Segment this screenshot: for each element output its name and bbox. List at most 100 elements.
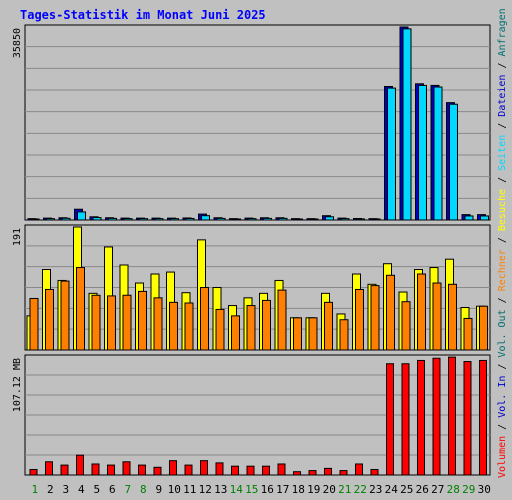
bar-dateien-day-23: [371, 218, 381, 221]
bar-dateien-day-24: [387, 87, 396, 221]
bar-rechner-day-26: [417, 273, 426, 351]
bar-dateien-day-2: [46, 218, 55, 221]
bar-dateien-day-15: [247, 218, 257, 221]
x-tick-label-day-1: 1: [31, 483, 38, 496]
legend-item-vol-in: Vol. In: [497, 376, 508, 418]
x-tick-label-day-27: 27: [431, 483, 444, 496]
bar-rechner-day-29: [463, 317, 473, 351]
bar-rechner-day-4: [76, 267, 85, 351]
bar-dateien-day-19: [309, 218, 319, 221]
x-tick-label-day-23: 23: [369, 483, 382, 496]
x-tick-label-day-9: 9: [155, 483, 162, 496]
y-max-label: 35850: [12, 28, 23, 58]
chart-title: Tages-Statistik im Monat Juni 2025: [20, 8, 266, 22]
bar-dateien-day-1: [30, 218, 40, 221]
bar-dateien-day-29: [464, 215, 474, 221]
bar-volumen-day-5: [91, 463, 100, 476]
legend-separator: /: [497, 231, 508, 249]
panel-hits: 35850: [12, 24, 491, 221]
bar-rechner-day-27: [432, 282, 442, 351]
panel-volume: 107.12 MB: [12, 354, 491, 476]
legend-item-vol-out: Vol. Out: [497, 309, 508, 357]
bar-dateien-day-20: [325, 216, 334, 221]
x-tick-label-day-8: 8: [140, 483, 147, 496]
legend-separator: /: [497, 56, 508, 74]
bar-rechner-day-21: [339, 319, 349, 351]
bar-rechner-day-24: [386, 274, 395, 351]
bar-volumen-day-11: [184, 464, 193, 476]
legend-item-anfragen: Anfragen: [497, 8, 508, 56]
bar-volumen-day-7: [122, 461, 131, 476]
bar-dateien-day-11: [185, 217, 195, 221]
bar-rechner-day-3: [60, 280, 70, 351]
x-tick-label-day-10: 10: [168, 483, 181, 496]
bar-rechner-day-13: [215, 308, 225, 351]
x-tick-label-day-6: 6: [109, 483, 116, 496]
x-tick-label-day-11: 11: [183, 483, 196, 496]
bar-rechner-day-1: [29, 297, 39, 351]
x-tick-label-day-15: 15: [245, 483, 258, 496]
panel-frame: [24, 24, 491, 221]
bar-dateien-day-9: [154, 218, 164, 221]
legend-separator: /: [497, 171, 508, 189]
bar-rechner-day-14: [231, 315, 240, 351]
bar-volumen-day-30: [479, 359, 487, 476]
x-tick-label-day-7: 7: [124, 483, 131, 496]
bar-rechner-day-23: [370, 285, 380, 351]
x-tick-label-day-21: 21: [338, 483, 351, 496]
legend-separator: /: [497, 418, 508, 436]
bar-volumen-day-4: [76, 454, 84, 476]
bar-rechner-day-25: [401, 301, 411, 351]
x-tick-label-day-25: 25: [400, 483, 413, 496]
bar-volumen-day-23: [370, 468, 379, 476]
x-tick-label-day-30: 30: [478, 483, 491, 496]
bar-rechner-day-9: [153, 297, 163, 351]
bar-rechner-day-16: [262, 299, 271, 351]
y-max-label: 107.12 MB: [12, 358, 23, 412]
bar-volumen-day-2: [45, 461, 53, 476]
bar-dateien-day-21: [340, 218, 350, 221]
x-tick-label-day-20: 20: [323, 483, 336, 496]
bar-rechner-day-10: [169, 301, 178, 351]
x-tick-label-day-29: 29: [462, 483, 475, 496]
bar-volumen-day-12: [200, 460, 208, 476]
x-tick-label-day-24: 24: [385, 483, 399, 496]
x-tick-label-day-2: 2: [47, 483, 54, 496]
bar-volumen-day-14: [231, 465, 239, 476]
bar-rechner-day-18: [293, 317, 302, 351]
bar-volumen-day-27: [432, 357, 441, 476]
bar-dateien-day-6: [108, 217, 117, 221]
x-tick-label-day-17: 17: [276, 483, 289, 496]
x-tick-label-day-18: 18: [292, 483, 305, 496]
legend-item-rechner: Rechner: [497, 249, 508, 291]
x-tick-label-day-26: 26: [416, 483, 429, 496]
bar-dateien-day-13: [216, 217, 226, 221]
bar-rechner-day-17: [277, 289, 287, 351]
x-tick-label-day-4: 4: [78, 483, 85, 496]
bar-dateien-day-8: [139, 218, 148, 221]
bar-dateien-day-18: [294, 218, 303, 221]
legend-item-volumen: Volumen: [497, 436, 508, 478]
bar-dateien-day-28: [449, 103, 458, 221]
x-tick-label-day-3: 3: [62, 483, 69, 496]
bar-volumen-day-20: [324, 467, 332, 476]
bar-dateien-day-25: [402, 28, 412, 221]
bar-dateien-day-26: [418, 84, 427, 221]
panel-visits: 191: [12, 224, 491, 351]
bar-volumen-day-3: [60, 464, 69, 476]
bar-volumen-day-26: [417, 359, 425, 476]
bar-dateien-day-27: [433, 86, 443, 221]
bar-rechner-day-6: [107, 295, 116, 351]
bar-volumen-day-6: [107, 464, 115, 476]
right-legend: Volumen / Vol. In / Vol. Out / Rechner /…: [497, 8, 508, 478]
bar-rechner-day-30: [479, 305, 488, 351]
bar-volumen-day-29: [463, 361, 472, 476]
bar-rechner-day-28: [448, 283, 457, 351]
x-tick-label-day-5: 5: [93, 483, 100, 496]
x-tick-label-day-13: 13: [214, 483, 227, 496]
bar-volumen-day-15: [246, 465, 255, 476]
bar-rechner-day-19: [308, 317, 318, 351]
x-tick-label-day-16: 16: [261, 483, 274, 496]
bar-volumen-day-19: [308, 470, 317, 476]
